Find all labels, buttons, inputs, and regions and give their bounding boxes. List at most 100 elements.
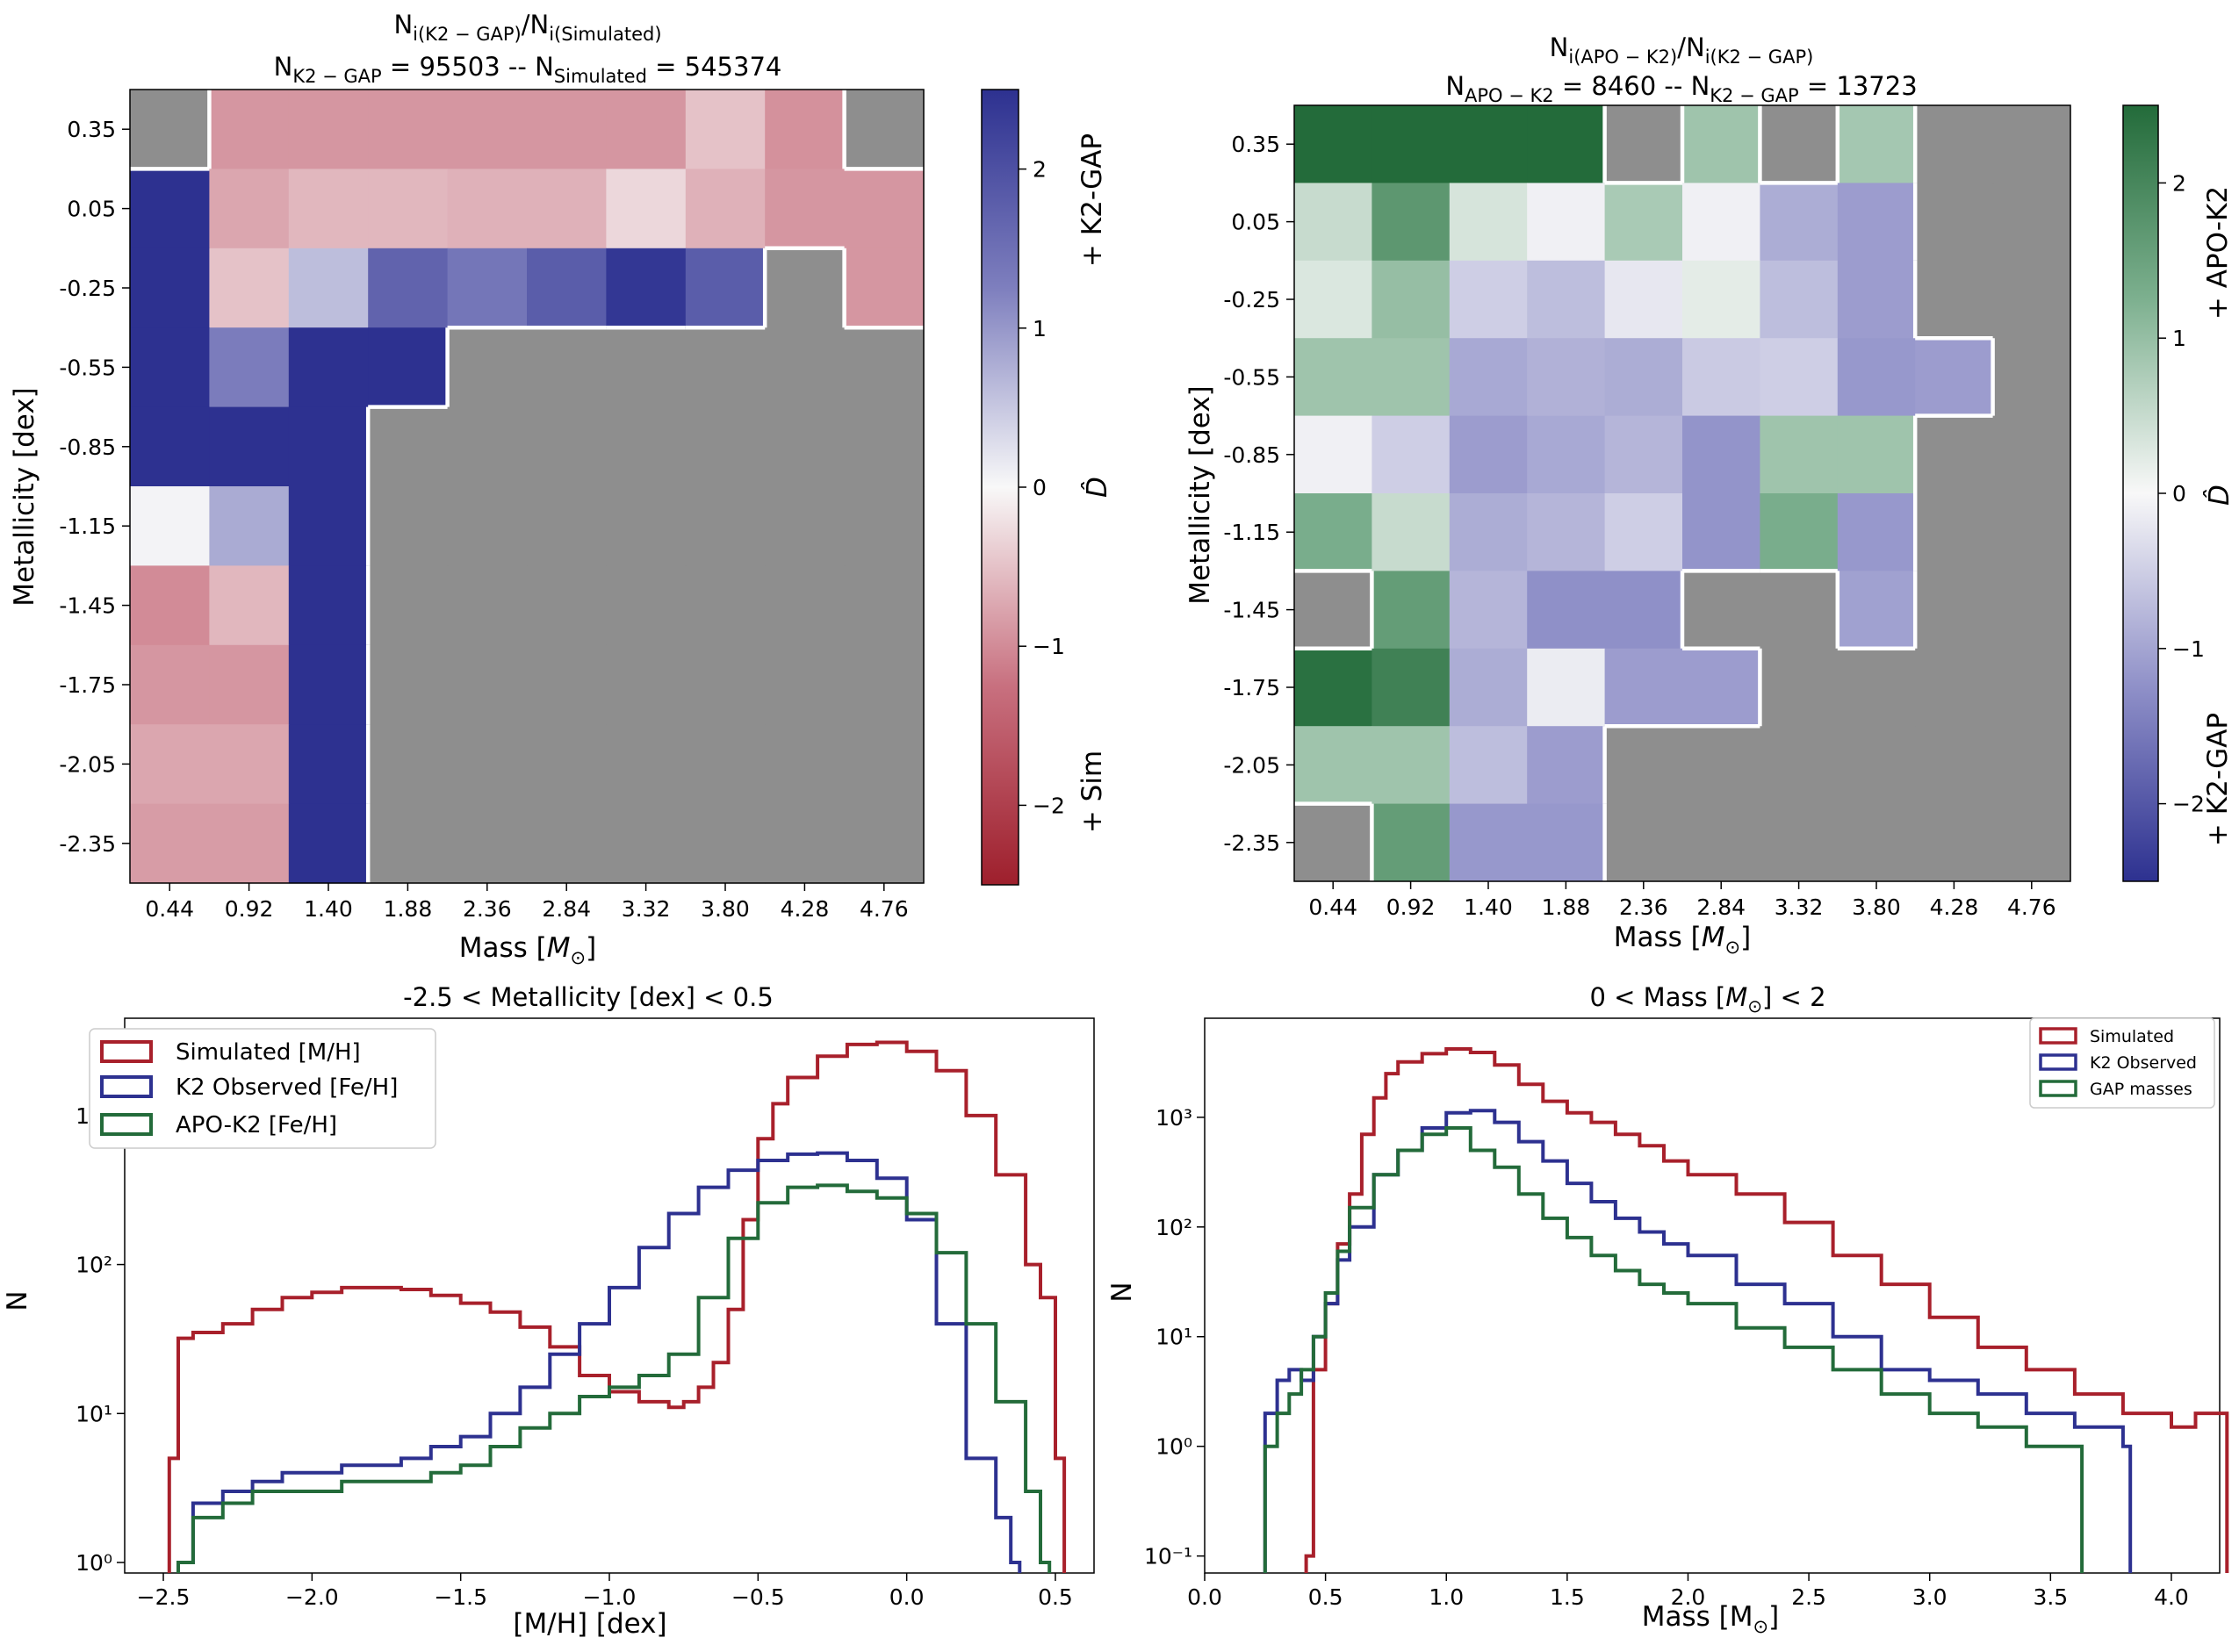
heatmap1-x-label: Mass [M⊙] xyxy=(459,932,596,968)
heatmap-cell xyxy=(288,803,369,884)
heatmap-cell-nodata xyxy=(1760,105,1839,183)
heatmap-cell xyxy=(209,406,290,487)
hist2-legend: Simulated K2 Observed GAP masses xyxy=(2029,1017,2215,1109)
heatmap-cell xyxy=(1449,415,1528,494)
x-tick-label: 1.88 xyxy=(1542,894,1591,920)
heatmap-cell xyxy=(606,169,687,249)
heatmap-cell xyxy=(1682,338,1760,417)
heatmap-cell xyxy=(209,803,290,884)
heatmap-cell xyxy=(1527,415,1606,494)
heatmap-cell xyxy=(844,169,925,249)
heatmap-cell-nodata xyxy=(527,803,607,884)
heatmap1-y-label: Metallicity [dex] xyxy=(9,387,40,607)
heatmap-cell xyxy=(685,90,766,169)
heatmap-cell-nodata xyxy=(1992,183,2071,262)
heatmap-cell xyxy=(1449,571,1528,650)
x-tick-label: 1.5 xyxy=(1550,1584,1585,1610)
heatmap-cell-nodata xyxy=(1992,803,2071,882)
heatmap-cell-nodata xyxy=(527,406,607,487)
heatmap-cell xyxy=(130,327,210,408)
hist2-lines xyxy=(1263,1047,2229,1573)
heatmap-cell xyxy=(447,169,528,249)
y-tick-label: 10⁰ xyxy=(1155,1434,1192,1460)
hist1-lines xyxy=(167,1040,1067,1573)
x-tick-label: 3.32 xyxy=(622,896,671,922)
heatmap2-title-line2: NAPO − K2 = 8460 -- NK2 − GAP = 13723 xyxy=(1445,71,1917,106)
heatmap-cell xyxy=(1682,415,1760,494)
heatmap-cell-nodata xyxy=(606,565,687,646)
y-tick-label: 10² xyxy=(1155,1215,1192,1240)
heatmap-cell xyxy=(1449,803,1528,882)
x-tick-label: 2.84 xyxy=(542,896,591,922)
heatmap-cell xyxy=(1527,338,1606,417)
hist-series-line xyxy=(176,1151,1022,1573)
heatmap-cell-nodata xyxy=(1915,571,1994,650)
heatmap-cell-nodata xyxy=(447,565,528,646)
heatmap-cell xyxy=(1371,183,1451,262)
heatmap1-title-line1: Ni(K2 − GAP)/Ni(Simulated) xyxy=(393,10,661,45)
heatmap-cell-nodata xyxy=(606,803,687,884)
x-tick-label: 3.80 xyxy=(701,896,750,922)
heatmap-cell xyxy=(1604,415,1683,494)
y-tick-label: -2.35 xyxy=(1223,830,1280,856)
x-tick-label: −1.5 xyxy=(434,1584,487,1610)
x-tick-label: 0.92 xyxy=(1386,894,1436,920)
heatmap-cell-nodata xyxy=(1760,571,1839,650)
x-tick-label: 0.44 xyxy=(1308,894,1357,920)
heatmap-cell-nodata xyxy=(368,486,449,566)
y-tick-label: 0.05 xyxy=(1231,210,1280,235)
y-tick-label: 0.05 xyxy=(67,197,116,222)
heatmap-cell-nodata xyxy=(130,90,210,169)
heatmap-cell-nodata xyxy=(685,724,766,805)
x-tick-label: 1.88 xyxy=(384,896,433,922)
heatmap-cell-nodata xyxy=(1992,571,2071,650)
heatmap-cell xyxy=(1371,726,1451,805)
heatmap-cell-nodata xyxy=(685,644,766,725)
heatmap-cell xyxy=(1682,260,1760,339)
heatmap-cell xyxy=(1294,260,1372,339)
heatmap-cell xyxy=(368,90,449,169)
heatmap-cell-nodata xyxy=(368,406,449,487)
hist2-legend-swatch-gap xyxy=(2039,1080,2077,1097)
heatmap-cell-nodata xyxy=(685,803,766,884)
y-tick-label: -0.25 xyxy=(59,276,116,301)
y-tick-label: 10² xyxy=(76,1253,112,1278)
heatmap-cell-nodata xyxy=(1604,726,1683,805)
heatmap-cell xyxy=(368,327,449,408)
panel-bottom-left: -2.5 < Metallicity [dex] < 0.5 −2.5 −2.0−… xyxy=(2,982,1095,1640)
heatmap-cell xyxy=(1294,493,1372,571)
heatmap2-colorbar-ticks: 2 1 0 −1 −2 xyxy=(2158,170,2205,817)
heatmap-cell xyxy=(1527,105,1606,183)
heatmap-cell xyxy=(1294,648,1372,727)
heatmap-cell xyxy=(130,169,210,249)
x-tick-label: 2.0 xyxy=(1671,1584,1706,1610)
y-tick-label: 10¹ xyxy=(76,1401,112,1426)
heatmap-cell-nodata xyxy=(765,724,846,805)
heatmap-cell-nodata xyxy=(765,486,846,566)
colorbar-tick-label: −1 xyxy=(2172,636,2205,662)
heatmap-cell-nodata xyxy=(844,565,925,646)
heatmap-cell-nodata xyxy=(1604,803,1683,882)
heatmap-cell-nodata xyxy=(527,724,607,805)
heatmap-cell xyxy=(1371,648,1451,727)
hist1-title: -2.5 < Metallicity [dex] < 0.5 xyxy=(403,982,774,1012)
heatmap-cell xyxy=(1760,260,1839,339)
heatmap-cell xyxy=(447,90,528,169)
x-tick-label: −2.0 xyxy=(285,1584,339,1610)
heatmap1-plot xyxy=(129,89,925,884)
y-tick-label: -1.75 xyxy=(1223,675,1280,700)
heatmap-cell xyxy=(606,90,687,169)
heatmap-cell xyxy=(1371,338,1451,417)
hist1-legend-box xyxy=(89,1028,436,1149)
y-tick-label: 0.35 xyxy=(67,117,116,142)
heatmap-cell-nodata xyxy=(606,406,687,487)
heatmap-cell xyxy=(685,169,766,249)
heatmap-cell xyxy=(1449,338,1528,417)
x-tick-label: 2.84 xyxy=(1696,894,1746,920)
heatmap-cell-nodata xyxy=(447,644,528,725)
x-tick-label: 4.28 xyxy=(781,896,830,922)
heatmap-cell xyxy=(1760,338,1839,417)
colorbar-tick-label: −2 xyxy=(2172,792,2205,817)
x-tick-label: 2.36 xyxy=(463,896,512,922)
heatmap-cell-nodata xyxy=(527,565,607,646)
